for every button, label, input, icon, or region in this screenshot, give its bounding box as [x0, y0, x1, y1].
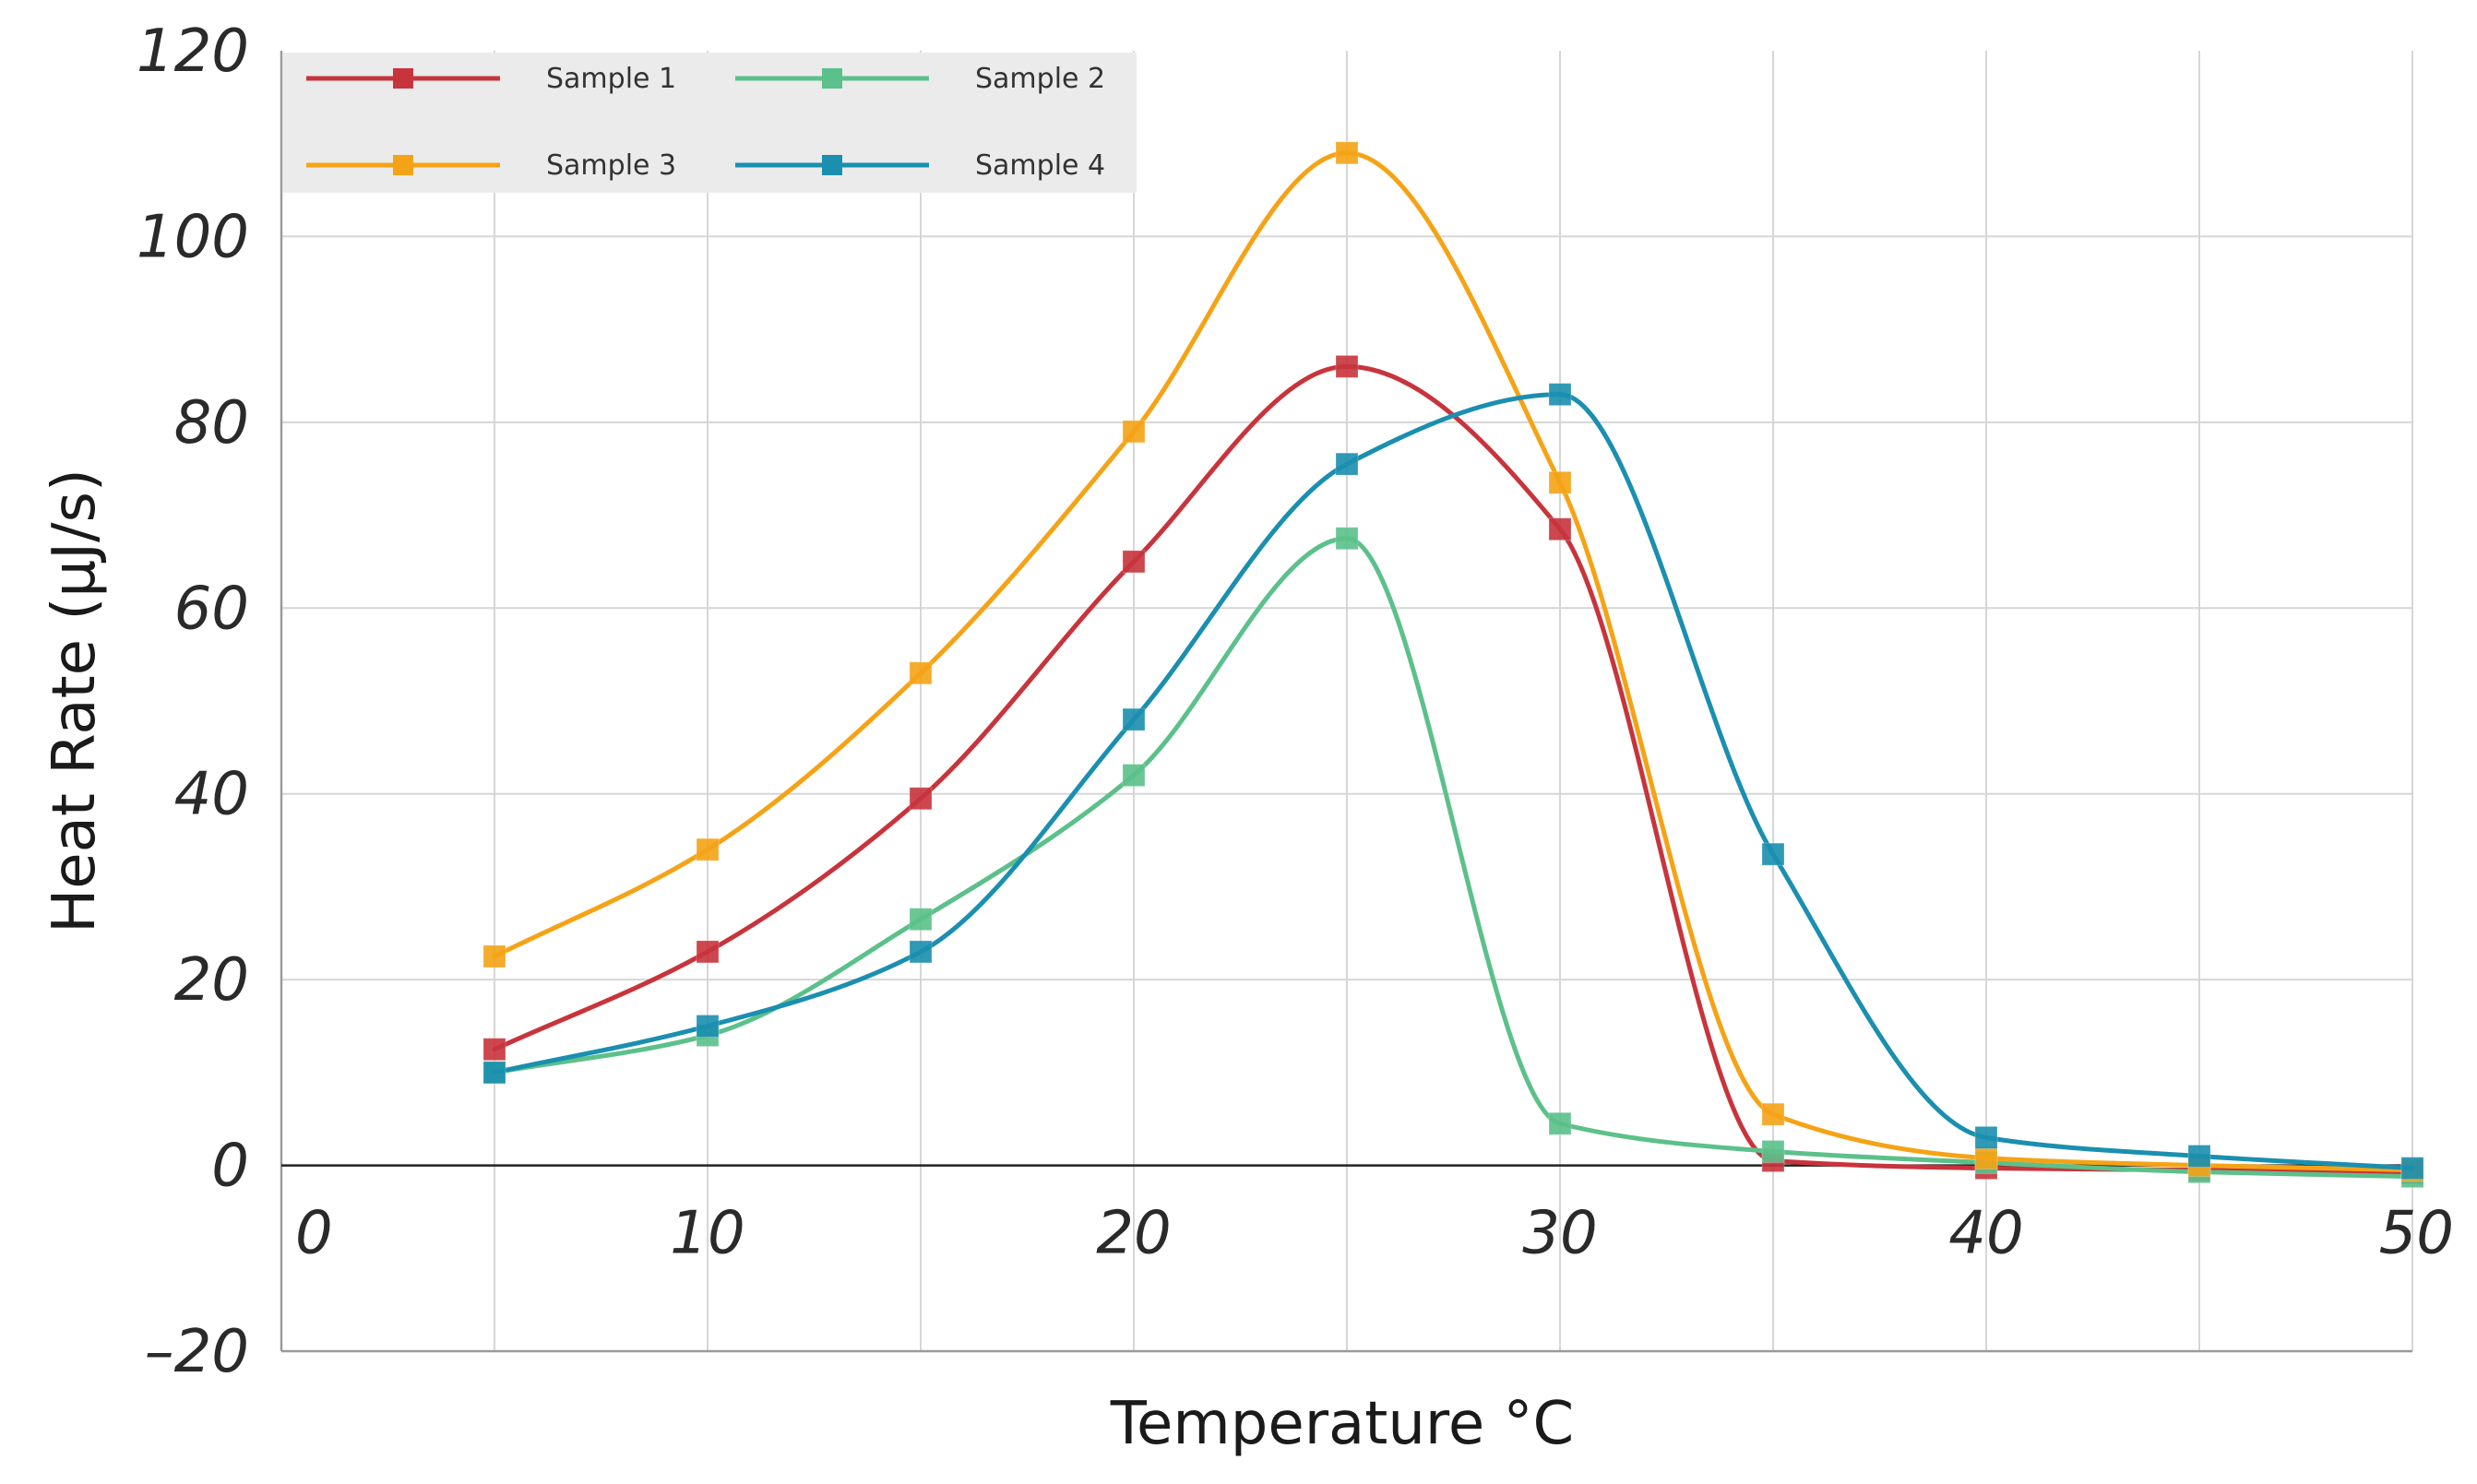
series-sample-2 — [482, 527, 2424, 1189]
x-tick-label: 40 — [1948, 1200, 2023, 1268]
data-point-sample-1 — [696, 940, 720, 964]
data-point-sample-4 — [1761, 842, 1785, 866]
legend-label: Sample 1 — [546, 63, 676, 95]
legend-swatch-marker — [822, 155, 842, 175]
y-tick-label: –20 — [145, 1318, 249, 1386]
data-point-sample-4 — [2187, 1145, 2211, 1168]
data-point-sample-4 — [1974, 1125, 1998, 1149]
legend-label: Sample 4 — [975, 149, 1105, 182]
y-tick-label: 60 — [174, 575, 249, 643]
data-point-sample-2 — [1761, 1139, 1785, 1163]
legend-label: Sample 3 — [546, 149, 676, 182]
data-point-sample-3 — [1761, 1102, 1785, 1126]
data-point-sample-3 — [696, 837, 720, 861]
y-axis-title: Heat Rate (μJ/s) — [41, 469, 109, 933]
data-point-sample-3 — [909, 661, 933, 685]
series-line-sample-2 — [492, 536, 2415, 1180]
axis-layer: –20 0 20 40 60 80 100 120 0 10 20 30 40 50 — [137, 18, 2454, 1386]
data-point-sample-1 — [1548, 517, 1572, 541]
y-tick-label: 120 — [137, 18, 249, 86]
legend-swatch-marker — [393, 155, 413, 175]
data-point-sample-4 — [482, 1061, 506, 1085]
data-point-sample-4 — [2400, 1157, 2424, 1181]
legend: Sample 1 Sample 2 Sample 3 Sample 4 — [283, 53, 1137, 193]
data-point-sample-3 — [1335, 141, 1359, 165]
data-point-sample-4 — [1122, 707, 1146, 731]
series-line-sample-4 — [492, 392, 2415, 1171]
data-point-sample-1 — [1335, 354, 1359, 378]
data-point-sample-4 — [696, 1015, 720, 1038]
series-line-sample-3 — [492, 150, 2415, 1173]
x-tick-label: 30 — [1522, 1200, 1597, 1268]
data-point-sample-4 — [1335, 452, 1359, 476]
x-axis-title: Temperature °C — [1110, 1390, 1574, 1458]
y-tick-label: 100 — [137, 203, 249, 271]
data-point-sample-3 — [482, 944, 506, 968]
data-point-sample-1 — [482, 1038, 506, 1062]
data-point-sample-3 — [1122, 420, 1146, 444]
legend-item-sample-1[interactable]: Sample 1 — [306, 63, 676, 95]
series-sample-4 — [482, 383, 2424, 1181]
series-sample-3 — [482, 141, 2424, 1182]
x-tick-label: 10 — [670, 1200, 744, 1268]
data-point-sample-2 — [1335, 527, 1359, 551]
legend-item-sample-2[interactable]: Sample 2 — [735, 63, 1105, 95]
data-point-sample-2 — [1548, 1111, 1572, 1135]
x-tick-label: 50 — [2379, 1200, 2454, 1268]
data-point-sample-1 — [1122, 550, 1146, 574]
data-point-sample-4 — [909, 940, 933, 964]
data-point-sample-2 — [909, 908, 933, 932]
legend-swatch-marker — [393, 68, 413, 89]
data-point-sample-3 — [1548, 470, 1572, 494]
legend-label: Sample 2 — [975, 63, 1105, 95]
series-layer — [482, 141, 2424, 1189]
data-point-sample-4 — [1548, 383, 1572, 407]
y-tick-label: 80 — [174, 389, 249, 457]
grid-layer — [281, 51, 2413, 1351]
x-tick-label: 20 — [1096, 1200, 1171, 1268]
legend-swatch-marker — [822, 68, 842, 89]
y-tick-label: 40 — [174, 761, 249, 829]
data-point-sample-1 — [909, 787, 933, 811]
x-tick-label: 0 — [295, 1200, 333, 1268]
legend-item-sample-4[interactable]: Sample 4 — [735, 149, 1105, 182]
y-tick-label: 0 — [211, 1133, 249, 1201]
legend-item-sample-3[interactable]: Sample 3 — [306, 149, 676, 182]
legend-box — [283, 53, 1137, 193]
y-tick-label: 20 — [174, 946, 249, 1015]
series-sample-1 — [482, 354, 2424, 1185]
data-point-sample-3 — [1974, 1146, 1998, 1170]
series-line-sample-1 — [492, 363, 2415, 1176]
data-point-sample-2 — [1122, 764, 1146, 788]
